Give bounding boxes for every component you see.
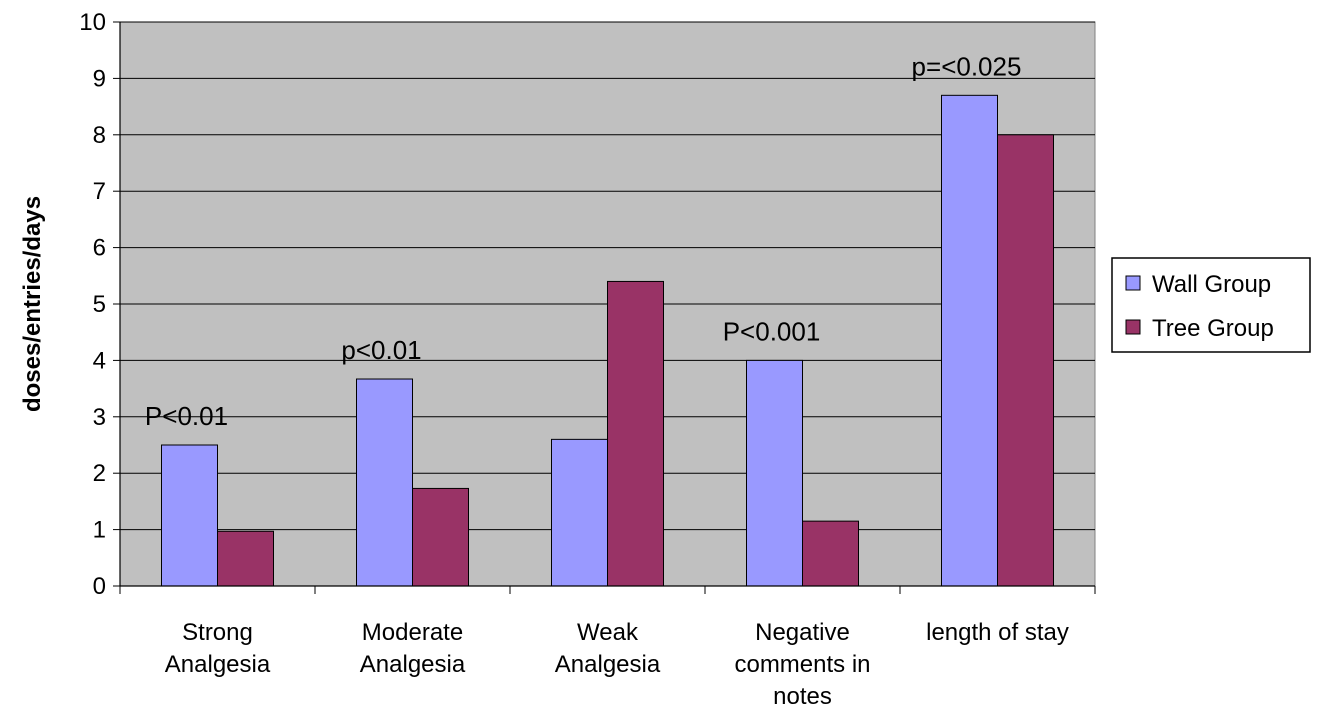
- y-tick-label: 6: [93, 235, 106, 262]
- bar-tree-group: [217, 530, 274, 587]
- y-tick-label: 3: [93, 404, 106, 431]
- bar-wall-group: [941, 94, 998, 587]
- y-tick-label: 4: [93, 347, 106, 374]
- bar-wall-group: [746, 359, 803, 587]
- y-tick-label: 7: [93, 178, 106, 205]
- category-label: Moderate Analgesia: [360, 619, 466, 678]
- category-label: Weak Analgesia: [555, 619, 661, 678]
- p-value-annotation: P<0.01: [145, 401, 228, 431]
- legend-swatch-wall-group: [1125, 275, 1141, 291]
- p-value-annotation: p=<0.025: [912, 51, 1022, 81]
- bar-wall-group: [161, 444, 218, 587]
- legend-box: [1111, 257, 1311, 353]
- y-tick-label: 8: [93, 122, 106, 149]
- p-value-annotation: P<0.001: [723, 316, 821, 346]
- legend: Wall Group Tree Group: [1111, 257, 1311, 353]
- gridlines: [120, 21, 1095, 531]
- y-tick-label: 0: [93, 573, 106, 600]
- legend-label-tree-group: Tree Group: [1152, 315, 1274, 342]
- bar-wall-group: [551, 438, 608, 587]
- y-tick-label: 5: [93, 291, 106, 318]
- y-axis-label: doses/entries/days: [19, 196, 46, 412]
- p-value-annotation: p<0.01: [341, 335, 421, 365]
- y-tick-label: 1: [93, 517, 106, 544]
- bar-wall-group: [356, 378, 413, 587]
- bar-tree-group: [607, 280, 664, 587]
- axes: [113, 21, 1096, 594]
- y-tick-labels: 0 1 2 3 4 5 6 7 8 9 10: [79, 9, 106, 600]
- bar-tree-group: [802, 520, 859, 587]
- y-tick-label: 10: [79, 9, 106, 36]
- legend-label-wall-group: Wall Group: [1152, 271, 1271, 298]
- category-label: length of stay: [926, 619, 1069, 646]
- category-labels: Strong Analgesia Moderate Analgesia Weak Anal…: [165, 619, 1069, 710]
- bar-tree-group: [412, 487, 469, 587]
- bar-tree-group: [997, 134, 1054, 587]
- y-tick-label: 2: [93, 460, 106, 487]
- category-label: Negative comments in notes: [734, 619, 870, 710]
- category-label: Strong Analgesia: [165, 619, 271, 678]
- annotations: P<0.01 p<0.01 P<0.001 p=<0.025: [145, 51, 1022, 431]
- y-tick-label: 9: [93, 65, 106, 92]
- legend-swatch-tree-group: [1125, 319, 1141, 335]
